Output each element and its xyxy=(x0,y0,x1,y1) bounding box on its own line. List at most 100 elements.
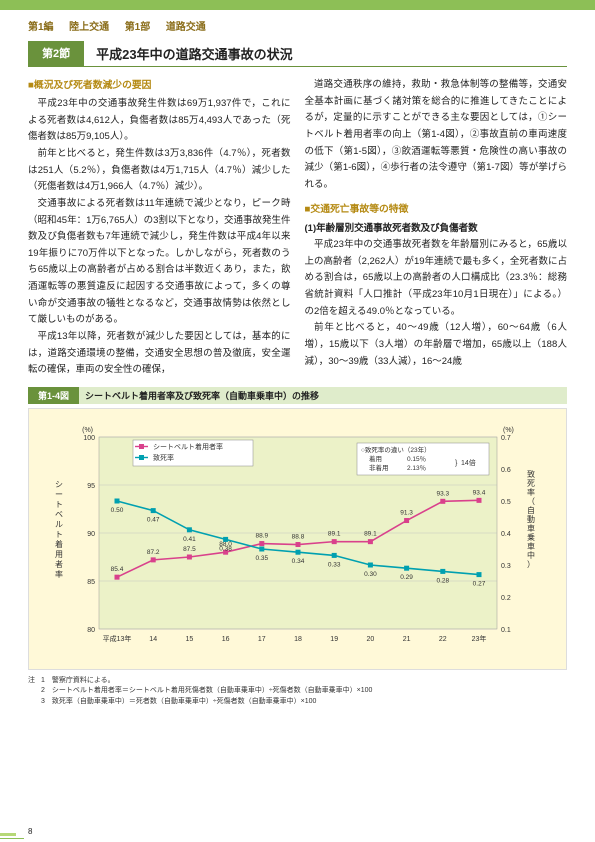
svg-text:者: 者 xyxy=(55,560,63,569)
svg-text:0.28: 0.28 xyxy=(436,577,449,584)
paragraph: 平成23年中の交通事故死者数を年齢層別にみると，65歳以上の高齢者（2,262人… xyxy=(305,237,568,320)
note-line: 2 シートベルト着用者率＝シートベルト着用死傷者数（自動車乗車中）÷死傷者数（自… xyxy=(41,686,373,697)
svg-text:15: 15 xyxy=(186,636,194,643)
section-header: 第2節 平成23年中の道路交通事故の状況 xyxy=(28,41,567,67)
svg-text:88.8: 88.8 xyxy=(292,533,305,540)
paragraph: 交通事故による死者数は11年連続で減少となり，ピーク時（昭和45年：1万6,76… xyxy=(28,196,291,329)
svg-text:88.9: 88.9 xyxy=(255,532,268,539)
svg-text:93.3: 93.3 xyxy=(436,490,449,497)
item-title: (1)年齢層別交通事故死者数及び負傷者数 xyxy=(305,221,568,238)
svg-text:21: 21 xyxy=(403,636,411,643)
breadcrumb-part: 第1編 xyxy=(28,22,54,33)
chart-header: 第1-4図 シートベルト着用者率及び致死率（自動車乗車中）の推移 xyxy=(28,387,567,404)
svg-text:ベ: ベ xyxy=(55,510,63,519)
svg-text:致死率: 致死率 xyxy=(153,453,174,462)
svg-text:車: 車 xyxy=(527,541,535,551)
svg-text:(%): (%) xyxy=(503,427,514,434)
breadcrumb-part: 道路交通 xyxy=(166,22,206,33)
svg-text:平成13年: 平成13年 xyxy=(103,634,132,643)
top-accent-bar xyxy=(0,0,595,10)
right-column: 道路交通秩序の維持，救助・救急体制等の整備等，交通安全基本計画に基づく諸対策を総… xyxy=(305,77,568,379)
paragraph: 平成23年中の交通事故発生件数は69万1,937件で，これによる死者数は4,61… xyxy=(28,96,291,146)
svg-text:90: 90 xyxy=(87,531,95,538)
svg-text:16: 16 xyxy=(222,636,230,643)
svg-text:動: 動 xyxy=(527,515,535,524)
svg-text:87.5: 87.5 xyxy=(183,546,196,553)
svg-text:○致死率の違い（23年）: ○致死率の違い（23年） xyxy=(361,445,431,454)
subhead-features: ■交通死亡事故等の特徴 xyxy=(305,201,568,218)
chart-title: シートベルト着用者率及び致死率（自動車乗車中）の推移 xyxy=(85,387,319,404)
svg-text:23年: 23年 xyxy=(472,634,487,643)
svg-text:89.1: 89.1 xyxy=(328,530,341,537)
svg-text:非着用: 非着用 xyxy=(369,463,389,472)
svg-text:0.34: 0.34 xyxy=(292,558,305,565)
svg-text:0.27: 0.27 xyxy=(473,580,486,587)
svg-text:80: 80 xyxy=(87,627,95,634)
svg-text:用: 用 xyxy=(55,550,63,559)
body-columns: ■概況及び死者数減少の要因 平成23年中の交通事故発生件数は69万1,937件で… xyxy=(0,77,595,379)
paragraph: 道路交通秩序の維持，救助・救急体制等の整備等，交通安全基本計画に基づく諸対策を総… xyxy=(305,77,568,193)
svg-text:シートベルト着用者率: シートベルト着用者率 xyxy=(153,442,223,451)
svg-text:0.5: 0.5 xyxy=(501,499,511,506)
svg-text:死: 死 xyxy=(527,479,535,488)
svg-text:95: 95 xyxy=(87,483,95,490)
svg-text:0.7: 0.7 xyxy=(501,435,511,442)
svg-text:車: 車 xyxy=(527,523,535,533)
svg-text:0.41: 0.41 xyxy=(183,536,196,543)
breadcrumb-part: 第1部 xyxy=(125,22,151,33)
svg-text:0.15％: 0.15％ xyxy=(407,455,426,463)
svg-text:14倍: 14倍 xyxy=(461,458,476,467)
section-title: 平成23年中の道路交通事故の状況 xyxy=(84,41,304,66)
svg-text:致: 致 xyxy=(527,469,535,479)
paragraph: 前年と比べると，40～49歳（12人増），60～64歳（6人増），15歳以下（3… xyxy=(305,320,568,370)
svg-text:着: 着 xyxy=(55,539,63,549)
svg-text:率: 率 xyxy=(527,487,535,497)
left-column: ■概況及び死者数減少の要因 平成23年中の交通事故発生件数は69万1,937件で… xyxy=(28,77,291,379)
section-tag: 第2節 xyxy=(28,41,84,66)
svg-text:シ: シ xyxy=(55,480,63,489)
svg-text:(%): (%) xyxy=(82,427,93,434)
svg-text:）: ） xyxy=(527,560,535,569)
paragraph: 前年と比べると，発生件数は3万3,836件（4.7％），死者数は251人（5.2… xyxy=(28,146,291,196)
svg-text:0.29: 0.29 xyxy=(400,574,413,581)
footer-bar xyxy=(0,833,16,836)
svg-text:17: 17 xyxy=(258,636,266,643)
footer-bar xyxy=(0,838,24,839)
svg-text:85.4: 85.4 xyxy=(111,566,124,573)
svg-text:ル: ル xyxy=(55,520,63,529)
paragraph: 平成13年以降，死者数が減少した要因としては，基本的には，道路交通環境の整備，交… xyxy=(28,329,291,379)
svg-text:中: 中 xyxy=(527,550,535,560)
svg-text:着用: 着用 xyxy=(369,454,382,463)
svg-text:0.50: 0.50 xyxy=(111,507,124,514)
svg-text:22: 22 xyxy=(439,636,447,643)
page-number: 8 xyxy=(28,827,32,836)
svg-text:20: 20 xyxy=(367,636,375,643)
svg-text:91.3: 91.3 xyxy=(400,509,413,516)
chart-notes: 注 1 警察庁資料による。 2 シートベルト着用者率＝シートベルト着用死傷者数（… xyxy=(28,676,567,708)
svg-text:18: 18 xyxy=(294,636,302,643)
svg-text:0.1: 0.1 xyxy=(501,627,511,634)
note-line: 3 致死率（自動車乗車中）＝死者数（自動車乗車中）÷死傷者数（自動車乗車中）×1… xyxy=(41,697,373,708)
svg-text:0.2: 0.2 xyxy=(501,595,511,602)
chart-svg: 808590951000.10.20.30.40.50.60.7平成13年141… xyxy=(37,419,560,665)
svg-text:0.47: 0.47 xyxy=(147,516,160,523)
breadcrumb: 第1編 陸上交通 第1部 道路交通 xyxy=(0,10,595,37)
svg-text:乗: 乗 xyxy=(527,532,535,542)
svg-text:0.35: 0.35 xyxy=(255,555,268,562)
chart-tag: 第1-4図 xyxy=(28,387,79,404)
notes-label: 注 xyxy=(28,676,35,687)
svg-text:2.13％: 2.13％ xyxy=(407,464,426,472)
svg-text:（: （ xyxy=(527,497,535,506)
svg-text:87.2: 87.2 xyxy=(147,549,160,556)
subhead-overview: ■概況及び死者数減少の要因 xyxy=(28,77,291,94)
svg-text:85: 85 xyxy=(87,579,95,586)
svg-text:0.33: 0.33 xyxy=(328,561,341,568)
svg-text:ト: ト xyxy=(55,500,63,509)
svg-text:19: 19 xyxy=(330,636,338,643)
svg-text:率: 率 xyxy=(55,569,63,579)
svg-text:0.38: 0.38 xyxy=(219,545,232,552)
svg-text:0.6: 0.6 xyxy=(501,467,511,474)
svg-text:0.3: 0.3 xyxy=(501,563,511,570)
note-line: 1 警察庁資料による。 xyxy=(41,676,373,687)
svg-text:0.30: 0.30 xyxy=(364,571,377,578)
